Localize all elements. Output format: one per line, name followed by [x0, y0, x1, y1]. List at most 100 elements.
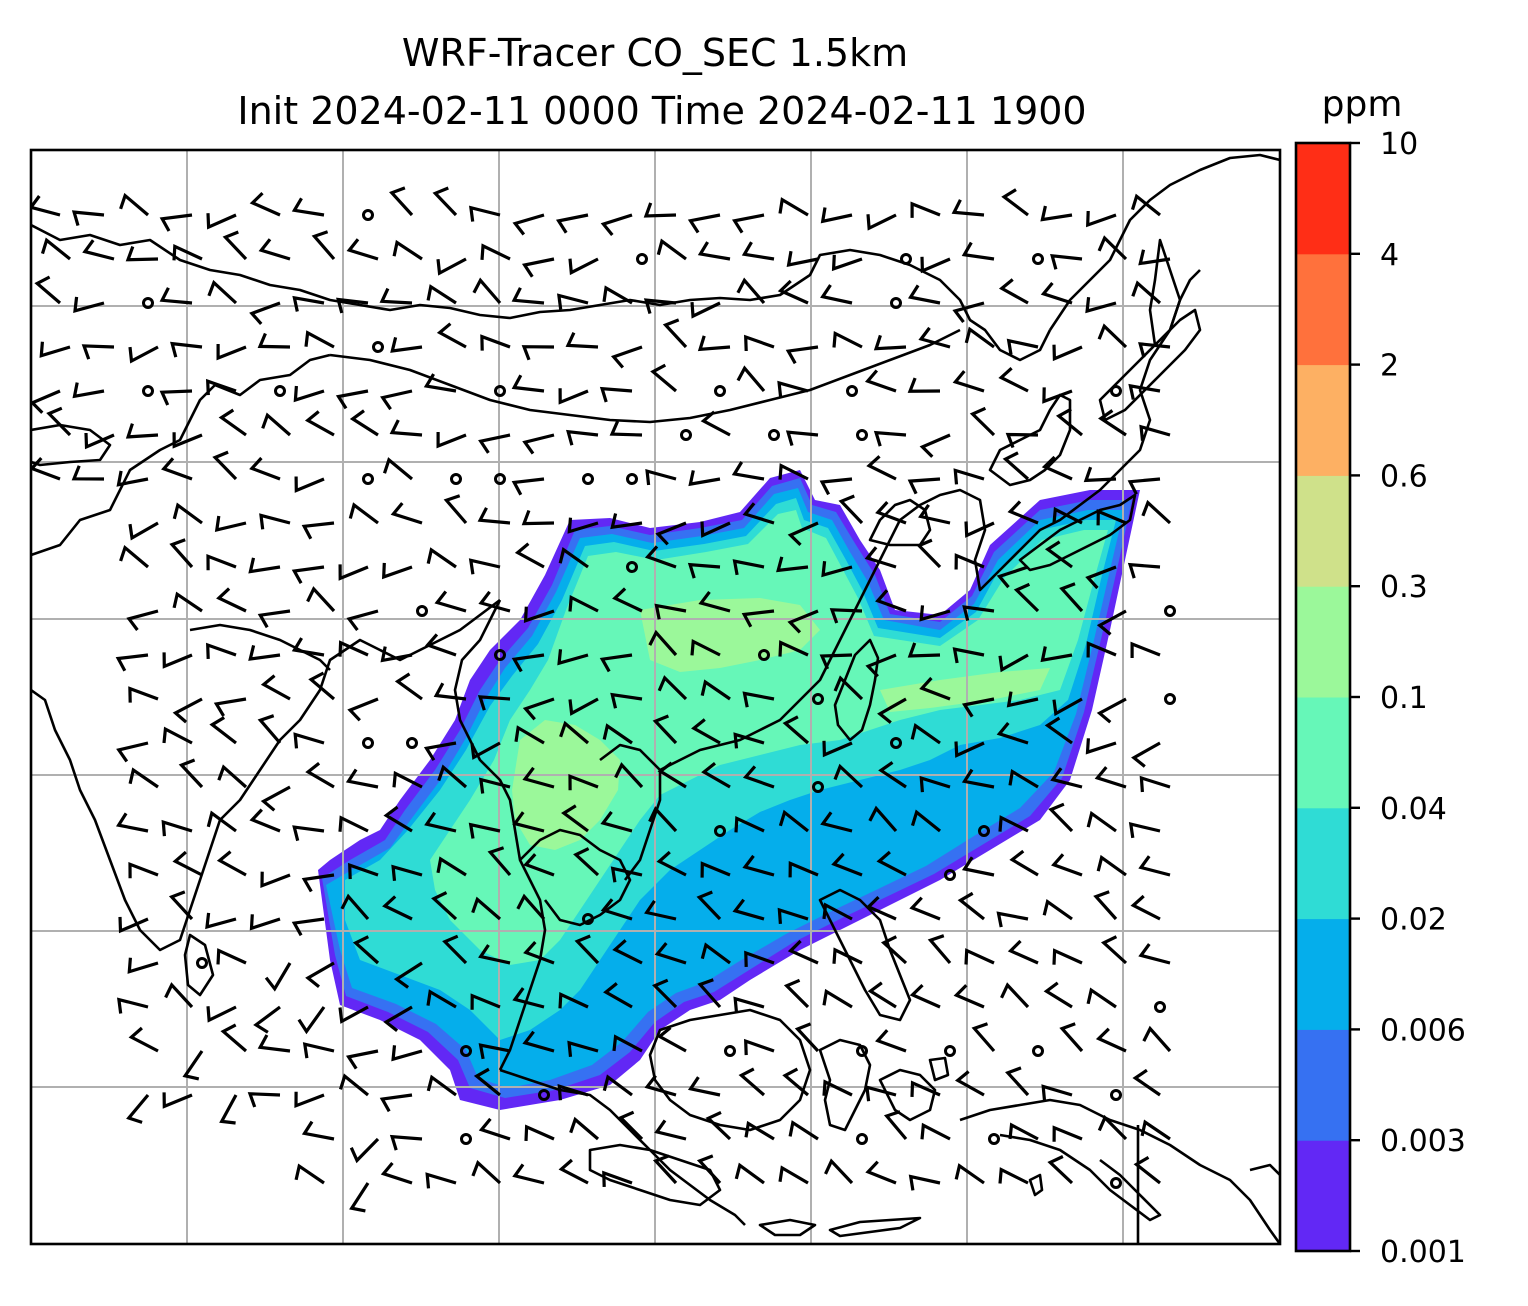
wind-barb: [742, 854, 775, 877]
wind-barb: [1139, 775, 1171, 793]
wind-barb: [205, 912, 237, 930]
wind-barb: [865, 895, 897, 921]
wind-barb: [1005, 432, 1039, 449]
wind-barb: [1096, 697, 1127, 724]
wind-barb: [833, 675, 864, 701]
wind-barb: [651, 978, 678, 1009]
coastlines: [31, 153, 1280, 1244]
colorbar-segment: [1296, 918, 1350, 1030]
wind-barb: [522, 1030, 555, 1053]
wind-barb: [919, 676, 951, 701]
wind-barb: [875, 501, 907, 525]
wind-barb: [1043, 981, 1073, 1009]
wind-barb: [1097, 235, 1128, 261]
wind-barb: [311, 230, 336, 261]
wind-barb: [734, 1162, 765, 1185]
wind-barb: [998, 278, 1029, 305]
wind-barb: [1138, 249, 1171, 266]
wind-barb: [159, 213, 193, 232]
wind-barb: [875, 1029, 907, 1053]
wind-barb: [1055, 407, 1084, 437]
wind-barb: [436, 856, 467, 877]
wind-barb: [382, 457, 414, 481]
wind-barb: [161, 819, 193, 837]
wind-barb: [1040, 646, 1073, 663]
calm-wind-marker: [1154, 1001, 1166, 1013]
wind-barb: [558, 388, 589, 405]
calm-wind-marker: [944, 869, 956, 881]
wind-barb: [172, 697, 203, 724]
wind-barb: [522, 433, 555, 455]
calm-wind-marker: [450, 473, 462, 485]
wind-barb: [657, 761, 687, 789]
wind-barb: [996, 911, 1029, 928]
map-frame: [29, 148, 1282, 1246]
wind-barb: [1100, 935, 1128, 965]
wind-barb: [700, 942, 731, 965]
wind-barb: [1127, 562, 1161, 579]
wind-barb: [304, 410, 335, 437]
wind-barb: [471, 896, 502, 921]
colorbar-tick-label: 0.02: [1380, 903, 1447, 938]
wind-barb: [301, 521, 335, 540]
calm-wind-marker: [714, 385, 726, 397]
wind-barb: [610, 513, 643, 530]
wind-barb: [308, 671, 336, 701]
calm-wind-marker: [494, 473, 506, 485]
wind-barb: [1007, 500, 1039, 525]
wind-barb: [115, 812, 149, 833]
wind-barb: [996, 721, 1029, 745]
wind-barb: [919, 775, 951, 793]
calm-wind-marker: [626, 473, 638, 485]
wind-barb: [346, 609, 379, 632]
wind-barb: [443, 494, 468, 525]
wind-barb: [738, 1067, 766, 1097]
wind-barb: [436, 257, 467, 276]
wind-barb: [687, 562, 721, 579]
wind-barb: [697, 978, 722, 1009]
wind-barb: [524, 1124, 555, 1141]
wind-barb: [216, 948, 247, 965]
wind-barb: [126, 1093, 150, 1124]
wind-barb: [557, 293, 589, 310]
wind-barb: [1001, 188, 1029, 217]
calm-wind-marker: [890, 297, 902, 309]
colorbar-segments: [1296, 143, 1350, 1252]
wind-barb: [159, 389, 193, 406]
wind-barb: [643, 202, 677, 218]
wind-barb: [261, 412, 292, 437]
wind-barb: [555, 213, 589, 234]
wind-barb: [162, 1092, 193, 1109]
wind-barb: [612, 939, 643, 965]
wind-barb: [918, 326, 951, 349]
wind-barb: [822, 1079, 853, 1097]
wind-barb: [31, 195, 61, 217]
wind-barb: [602, 723, 633, 745]
wind-barb: [426, 547, 457, 569]
wind-barb: [382, 895, 413, 921]
wind-barb: [910, 1080, 941, 1097]
calm-wind-marker: [636, 253, 648, 265]
calm-wind-marker: [724, 1045, 736, 1057]
wind-barb: [249, 191, 281, 217]
tracer-field: [318, 470, 1140, 1110]
wind-barb: [831, 254, 863, 272]
wind-barb: [1128, 822, 1161, 839]
wind-barb: [216, 850, 247, 877]
wind-barb: [558, 547, 589, 569]
wind-barb: [1047, 1155, 1074, 1185]
wind-barb: [1128, 383, 1161, 400]
wind-barb: [1133, 1156, 1161, 1185]
wind-barb: [480, 243, 511, 261]
wind-barb: [477, 507, 511, 525]
wind-barb: [512, 213, 545, 236]
calm-wind-marker: [582, 473, 594, 485]
wind-barb: [511, 287, 545, 305]
wind-barb: [1140, 1119, 1171, 1141]
wind-barb: [744, 1038, 775, 1056]
wind-barb: [394, 672, 423, 701]
wind-barb: [732, 898, 765, 921]
wind-barb: [348, 502, 379, 525]
wind-barb: [602, 1074, 633, 1097]
